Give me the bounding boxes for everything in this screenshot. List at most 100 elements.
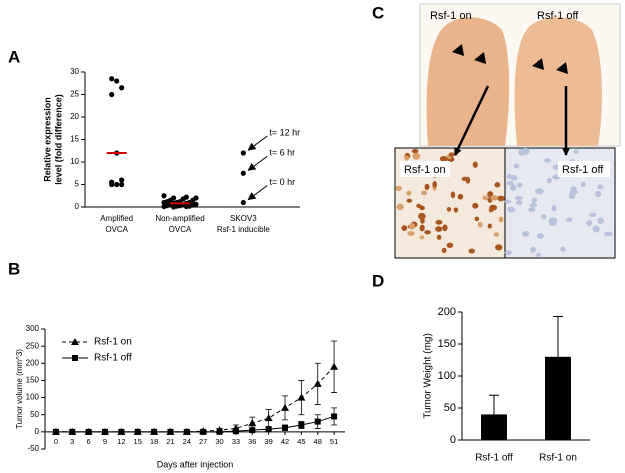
x-tick-label: 48 [314,437,322,446]
cell [421,190,428,196]
cell [472,202,479,209]
cell [510,174,518,181]
x-tick-label: 42 [281,437,289,446]
cell [498,216,504,223]
x-tick-label: 6 [87,437,91,446]
marker [200,428,207,435]
marker [282,424,288,431]
legend-label: Rsf-1 on [94,337,132,348]
cell [441,247,447,254]
cell [551,204,557,212]
cell [453,207,459,213]
cell [461,176,468,181]
cell [436,234,442,240]
cell [522,230,530,237]
legend-symbol [71,338,79,345]
cell [510,184,517,192]
cell [535,188,544,195]
x-tick-label: Amplified [100,214,133,223]
data-point [161,203,167,210]
cell [530,246,536,253]
cell [448,152,455,157]
x-tick-label: Rsf-1 off [475,453,513,464]
cell [401,225,408,231]
cell [565,217,573,222]
arrowhead [452,44,464,56]
marker [281,403,289,411]
marker [297,393,306,401]
data-point [171,204,177,210]
y-tick-label: 150 [438,338,456,350]
legend-label: Rsf-1 off [94,353,132,364]
y-tick-label: 25 [70,90,79,99]
photo-label: Rsf-1 off [562,164,604,176]
y-tick-label: 0 [450,434,456,446]
marker [264,414,273,422]
data-point [240,170,246,176]
cell [472,161,478,168]
cell [412,152,421,160]
cell [395,185,402,192]
marker [134,428,141,435]
error-bar [553,315,563,398]
marker [69,428,76,435]
marker [52,428,59,435]
cell [513,163,520,169]
cell [419,224,425,232]
data-point [119,177,125,183]
marker [330,362,339,370]
annotation-arrow [247,155,268,171]
marker [85,428,92,435]
data-point [161,199,167,206]
x-tick-label: 27 [199,437,207,446]
label-box [400,161,450,177]
cells [395,147,613,257]
y-axis-label: Tumor Weight (mg) [423,333,434,419]
x-tick-label: 30 [215,437,223,446]
y-tick-label: 10 [70,157,79,166]
x-tick-label: Rsf-1 inducible [217,225,270,234]
photo-label: Rsf-1 off [537,10,579,22]
cell [435,219,443,225]
cell [494,182,501,188]
y-tick-label: 150 [26,376,40,385]
cell [477,221,483,228]
annotation-arrow [247,185,268,201]
cell [411,148,419,154]
y-axis-label: Tumor volume (mm^3) [15,349,24,429]
x-tick-label: 12 [117,437,125,446]
cell [450,191,456,199]
cell [424,183,430,190]
x-tick-label: 9 [103,437,107,446]
cell [504,250,513,256]
data-point [119,181,125,188]
marker [248,419,257,427]
marker [313,379,322,387]
label-box [558,161,610,177]
x-tick-label: 15 [134,437,142,446]
mouse-body [514,17,602,146]
data-point [109,179,115,185]
cell [396,203,404,211]
cell [487,191,494,198]
x-tick-label: 21 [166,437,174,446]
panel-letter: A [8,47,20,66]
y-tick-label: 50 [444,402,456,414]
cell [482,195,489,201]
annotation-arrow [247,135,268,151]
cell [408,222,416,230]
y-tick-label: 100 [26,393,40,402]
annotation: t= 0 hr [269,177,295,187]
marker [118,428,125,435]
panel-letter: B [8,259,20,278]
photo-label: Rsf-1 on [430,10,472,22]
cell [432,180,437,188]
x-tick-label: 33 [232,437,240,446]
x-tick-label: 45 [297,437,305,446]
x-tick-label: 3 [70,437,74,446]
cell [506,181,514,186]
cell [597,184,604,190]
y-tick-label: 20 [70,112,79,121]
y-tick-label: -50 [27,444,39,453]
